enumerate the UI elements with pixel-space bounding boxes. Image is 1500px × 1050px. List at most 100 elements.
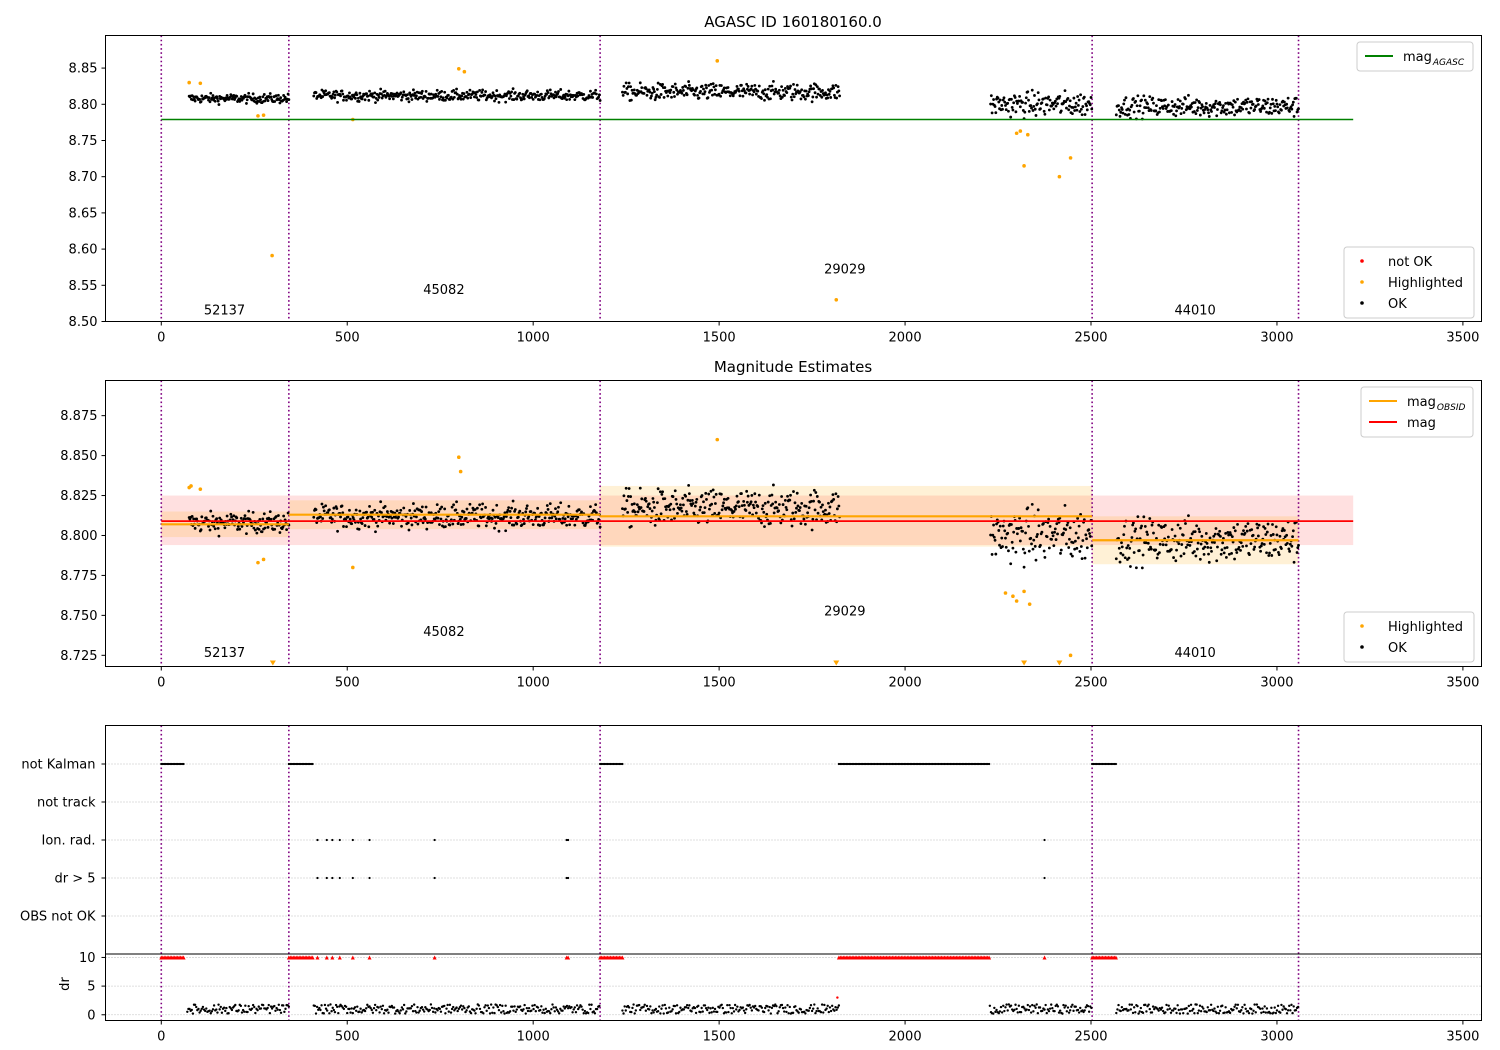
- ok-point: [784, 505, 788, 509]
- dr-point: [392, 1006, 396, 1009]
- ok-point: [1204, 532, 1208, 535]
- dr-point: [807, 1009, 810, 1012]
- ok-point: [644, 499, 648, 503]
- dr-point: [324, 1007, 328, 1010]
- dr-point: [539, 1008, 542, 1012]
- ok-point: [828, 89, 832, 93]
- ok-point: [566, 94, 570, 98]
- ok-point: [1295, 551, 1299, 554]
- ok-point: [1208, 104, 1212, 107]
- ok-point: [597, 95, 601, 99]
- ok-point: [475, 506, 479, 510]
- ok-point: [263, 99, 267, 103]
- dr-point: [574, 1011, 578, 1014]
- ok-point: [1230, 110, 1233, 114]
- dr-point: [409, 1007, 413, 1010]
- x-tick-label: 2000: [889, 676, 922, 691]
- ok-point: [440, 505, 444, 509]
- ok-point: [543, 94, 547, 98]
- ok-point: [702, 500, 705, 504]
- ok-point: [1259, 544, 1263, 548]
- dr-point: [769, 1012, 773, 1015]
- ok-point: [510, 506, 514, 510]
- dr-point: [1192, 1007, 1195, 1011]
- panel-title: AGASC ID 160180160.0: [704, 13, 882, 31]
- dr-axis-label: dr: [58, 977, 73, 991]
- dr-point: [1166, 1008, 1169, 1011]
- legend-marker: [1360, 280, 1364, 284]
- dr-point: [400, 1006, 404, 1009]
- ok-point: [1042, 522, 1045, 525]
- dr-point: [518, 1005, 522, 1008]
- highlighted-point: [1068, 156, 1073, 160]
- dr-point: [199, 1009, 202, 1012]
- dr-point: [1262, 1010, 1265, 1014]
- ok-point: [440, 89, 444, 93]
- ok-point: [266, 99, 270, 102]
- dr-point: [1046, 1008, 1050, 1011]
- ok-point: [1193, 101, 1197, 104]
- ok-point: [734, 507, 737, 511]
- ok-point: [597, 518, 601, 521]
- ok-point: [1019, 526, 1023, 530]
- ok-point: [1138, 104, 1142, 108]
- ok-point: [333, 93, 337, 97]
- ok-point: [402, 506, 406, 510]
- ok-point: [354, 508, 358, 512]
- ok-point: [1088, 103, 1092, 107]
- dr-clipped-marker: [432, 955, 437, 960]
- dr-point: [661, 1004, 664, 1007]
- ok-point: [650, 94, 653, 98]
- dr-point: [1161, 1009, 1165, 1013]
- ok-point: [444, 525, 447, 528]
- ok-point: [1012, 530, 1016, 534]
- agasc-magnitude-panel: AGASC ID 160180160.0 5213745082290294401…: [69, 13, 1482, 346]
- dr-point: [492, 1006, 495, 1009]
- ok-point: [1216, 108, 1219, 111]
- ok-point: [673, 489, 677, 493]
- legend-label: Highlighted: [1388, 276, 1463, 291]
- ok-point: [1280, 529, 1284, 533]
- ok-point: [552, 96, 556, 100]
- ok-point: [1127, 556, 1131, 560]
- ok-point: [662, 96, 666, 99]
- dr-point: [1150, 1011, 1154, 1014]
- ok-point: [521, 92, 525, 96]
- ok-point: [712, 85, 716, 89]
- highlighted-point: [715, 437, 720, 442]
- dr-point: [410, 1004, 414, 1008]
- dr-point: [570, 1005, 573, 1009]
- ok-point: [340, 89, 344, 93]
- ok-point: [509, 94, 513, 98]
- ok-point: [625, 87, 629, 90]
- ok-point: [1064, 528, 1068, 531]
- ok-point: [748, 502, 752, 506]
- ok-point: [1089, 96, 1093, 99]
- ok-point: [806, 511, 810, 515]
- ok-point: [1043, 556, 1047, 559]
- ok-point: [1285, 102, 1289, 106]
- dr-point: [1197, 1009, 1201, 1012]
- ok-point: [423, 95, 427, 99]
- ok-point: [1073, 547, 1077, 551]
- ok-point: [697, 96, 701, 100]
- ok-point: [1197, 527, 1201, 531]
- ok-point: [278, 531, 282, 534]
- ok-point: [1256, 534, 1260, 538]
- dr-point: [1153, 1007, 1156, 1011]
- ok-point: [520, 523, 524, 527]
- ok-point: [1205, 542, 1209, 545]
- ok-point: [754, 500, 757, 504]
- ok-point: [391, 97, 395, 101]
- ok-point: [357, 100, 361, 103]
- ok-point: [1180, 106, 1184, 110]
- dr-point: [203, 1009, 207, 1013]
- ok-point: [1274, 525, 1278, 529]
- ok-point: [1260, 542, 1264, 545]
- ok-point: [1031, 547, 1035, 551]
- ok-point: [580, 510, 583, 514]
- dr-point: [208, 1009, 211, 1012]
- ok-point: [693, 504, 697, 508]
- dr-point: [191, 1012, 195, 1015]
- ok-point: [1265, 101, 1269, 105]
